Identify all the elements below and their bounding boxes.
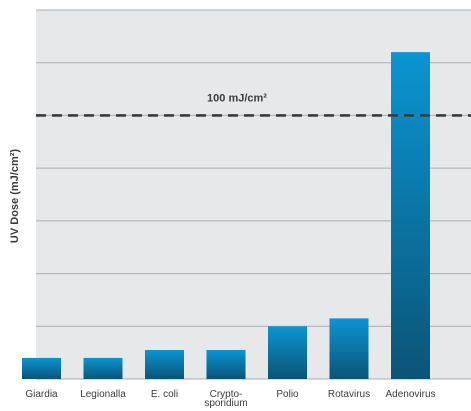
category-label: Polio bbox=[276, 389, 299, 400]
category-labels: Giardia Legionalla E. coli Crypto-sporidium… bbox=[25, 389, 435, 409]
category-label: Adenovirus bbox=[385, 389, 435, 400]
y-axis-label: UV Dose (mJ/cm²) bbox=[9, 149, 21, 243]
category-label: E. coli bbox=[151, 389, 178, 400]
bar-polio bbox=[268, 326, 307, 379]
reference-line-group: 100 mJ/cm² bbox=[36, 92, 471, 117]
bar-crypto-sporidium bbox=[206, 350, 246, 379]
category-label: Rotavirus bbox=[328, 389, 370, 400]
bar-rotavirus bbox=[329, 318, 369, 379]
bar-legionalla bbox=[83, 357, 123, 379]
category-label: Crypto-sporidium bbox=[204, 389, 247, 409]
bar-adenovirus bbox=[391, 52, 430, 380]
bars bbox=[22, 52, 430, 380]
category-label: Giardia bbox=[25, 389, 58, 400]
bar-e-coli bbox=[145, 350, 184, 379]
reference-line-label: 100 mJ/cm² bbox=[207, 92, 267, 104]
bar-giardia bbox=[22, 357, 61, 379]
category-label: Legionalla bbox=[80, 389, 126, 400]
